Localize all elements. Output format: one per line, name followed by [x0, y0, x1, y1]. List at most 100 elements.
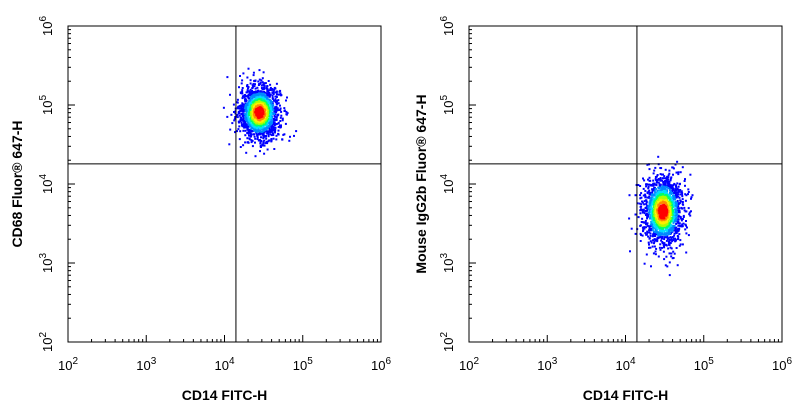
event-dot: [272, 90, 275, 93]
event-dot: [651, 188, 654, 191]
event-dot: [251, 121, 254, 124]
event-dot: [275, 93, 278, 96]
event-dot: [274, 91, 277, 94]
event-dot: [668, 232, 671, 235]
event-dot: [664, 180, 666, 183]
event-dot: [275, 105, 278, 108]
event-dot: [677, 209, 680, 212]
event-dot: [639, 232, 642, 235]
event-dot: [684, 199, 687, 202]
event-dot: [252, 82, 255, 85]
event-dot: [267, 134, 270, 137]
event-dot: [649, 217, 651, 220]
event-dot: [667, 220, 670, 223]
event-dot: [246, 76, 249, 79]
event-dot: [661, 235, 664, 238]
event-dot: [284, 122, 287, 125]
event-dot: [241, 92, 244, 95]
event-dot: [670, 247, 673, 250]
event-dot: [279, 94, 282, 97]
event-dot: [247, 67, 250, 70]
event-dot: [682, 214, 685, 217]
event-dot: [256, 86, 259, 89]
event-dot: [679, 171, 682, 174]
event-dot: [259, 133, 262, 136]
y-tick-label: 106: [439, 16, 456, 36]
event-dot: [275, 116, 278, 119]
event-dot: [666, 196, 669, 199]
event-dot: [656, 211, 659, 214]
event-dot: [662, 213, 665, 216]
event-dot: [246, 85, 248, 88]
event-dot: [652, 184, 655, 187]
event-dot: [273, 99, 275, 102]
event-dot: [653, 242, 655, 245]
event-dot: [644, 232, 647, 235]
event-dot: [274, 109, 277, 112]
event-dot: [655, 226, 658, 229]
event-dot: [241, 97, 244, 100]
event-dot: [650, 265, 652, 268]
event-dot: [678, 207, 681, 210]
event-dot: [257, 80, 260, 83]
event-dot: [682, 216, 685, 218]
event-dot: [680, 191, 683, 194]
event-dot: [262, 88, 265, 91]
event-dot: [266, 110, 269, 113]
event-dot: [690, 210, 692, 213]
event-dot: [242, 108, 245, 111]
event-dot: [674, 215, 677, 217]
event-dot: [671, 214, 674, 216]
event-dot: [672, 167, 675, 170]
event-dot: [675, 171, 678, 174]
event-dot: [672, 250, 675, 253]
plot-panel-isotype: 102 103 104 105 106 102 103 104 105 106 CD14 FITC-…: [413, 16, 792, 403]
event-dot: [670, 193, 673, 195]
event-dot: [663, 177, 666, 180]
event-dot: [640, 203, 643, 206]
event-dot: [254, 97, 257, 100]
event-dot: [674, 208, 677, 211]
event-dot: [656, 218, 659, 221]
event-dot: [249, 109, 252, 112]
event-dot: [258, 78, 261, 81]
event-dot: [265, 111, 267, 114]
event-dot: [262, 142, 265, 145]
event-dot: [681, 195, 684, 198]
event-dot: [248, 90, 251, 93]
event-dot: [655, 181, 658, 184]
event-dot: [660, 173, 663, 176]
event-dot: [663, 232, 666, 235]
event-dot: [661, 232, 664, 235]
event-dot: [676, 206, 679, 209]
event-dot: [242, 72, 245, 75]
event-dot: [277, 109, 280, 112]
event-dot: [247, 129, 250, 131]
event-dot: [640, 192, 643, 195]
event-dot: [248, 106, 251, 109]
event-dot: [661, 179, 664, 182]
event-dot: [653, 219, 656, 222]
event-dot: [275, 96, 278, 98]
event-dot: [261, 88, 264, 91]
event-dot: [688, 213, 691, 216]
event-dot: [679, 189, 682, 191]
event-dot: [662, 181, 665, 183]
x-tick-label: 104: [214, 356, 234, 373]
event-dot: [641, 234, 644, 237]
event-dot: [659, 231, 662, 234]
event-dot: [645, 185, 648, 188]
event-dot: [256, 138, 259, 140]
event-dot: [261, 109, 264, 112]
event-dot: [241, 105, 244, 108]
event-dot: [674, 229, 677, 232]
event-dot: [649, 197, 652, 200]
event-dot: [246, 137, 249, 140]
event-dot: [275, 102, 278, 105]
event-dot: [655, 184, 658, 187]
event-dot: [671, 220, 674, 223]
event-dot: [659, 185, 662, 188]
event-dot: [658, 191, 661, 194]
event-dot: [255, 96, 258, 99]
event-dot: [249, 82, 252, 85]
